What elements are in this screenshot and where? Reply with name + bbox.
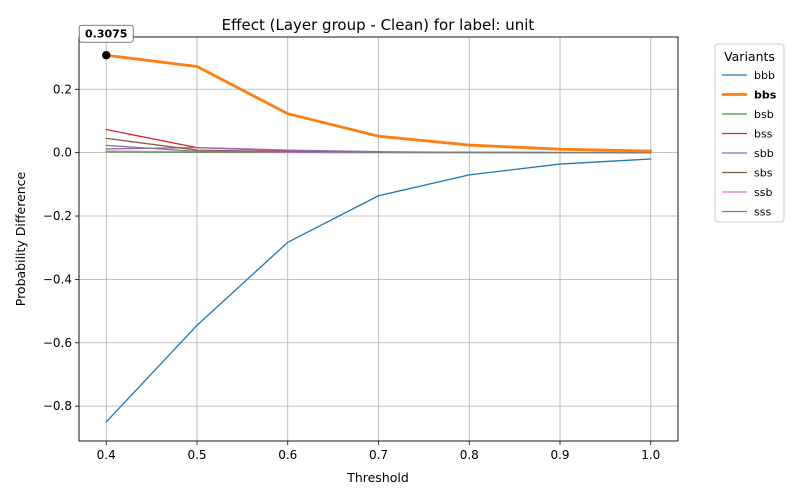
y-tick-label: 0.2 — [53, 82, 72, 96]
y-axis-label: Probability Difference — [13, 171, 28, 306]
annotation-label: 0.3075 — [85, 28, 127, 41]
x-tick-label: 0.7 — [369, 448, 388, 462]
x-tick-label: 0.9 — [550, 448, 569, 462]
legend-label-bss: bss — [754, 128, 773, 141]
y-tick-label: −0.8 — [43, 399, 72, 413]
legend-label-bsb: bsb — [754, 108, 774, 121]
legend-label-sss: sss — [754, 206, 771, 219]
axis-ticks: 0.4 0.5 0.6 0.7 0.8 0.9 1.0 −0.8 −0.6 −0.4 −0.2 0.0… — [43, 82, 660, 462]
legend-label-ssb: ssb — [754, 186, 772, 199]
peak-annotation: 0.3075 — [78, 24, 134, 60]
chart-title: Effect (Layer group - Clean) for label: … — [222, 16, 535, 34]
legend-title: Variants — [724, 49, 775, 64]
x-tick-label: 0.5 — [187, 448, 206, 462]
series-line-bbs — [104, 53, 653, 153]
legend-label-bbs: bbs — [754, 89, 777, 102]
series-line-sss — [105, 144, 652, 154]
x-tick-label: 0.4 — [97, 448, 116, 462]
legend-items: bbb bbs bsb bss sbb sbs ssb sss — [722, 69, 777, 219]
x-axis-label: Threshold — [346, 470, 409, 485]
y-tick-label: −0.6 — [43, 336, 72, 350]
series-lines — [104, 53, 653, 423]
y-tick-label: 0.0 — [53, 146, 72, 160]
y-tick-label: −0.4 — [43, 272, 72, 286]
legend-box — [714, 43, 785, 223]
x-tick-label: 0.6 — [278, 448, 297, 462]
y-tick-label: −0.2 — [43, 209, 72, 223]
annotation-point — [102, 51, 111, 60]
legend: Variants bbb bbs bsb bss sbb sbs ssb sss — [714, 43, 785, 223]
annotation-box — [78, 24, 134, 43]
x-tick-label: 0.8 — [460, 448, 479, 462]
legend-label-sbb: sbb — [754, 147, 774, 160]
legend-label-bbb: bbb — [754, 69, 775, 82]
legend-label-sbs: sbs — [754, 167, 773, 180]
x-tick-label: 1.0 — [641, 448, 660, 462]
series-line-bbb — [105, 158, 652, 423]
